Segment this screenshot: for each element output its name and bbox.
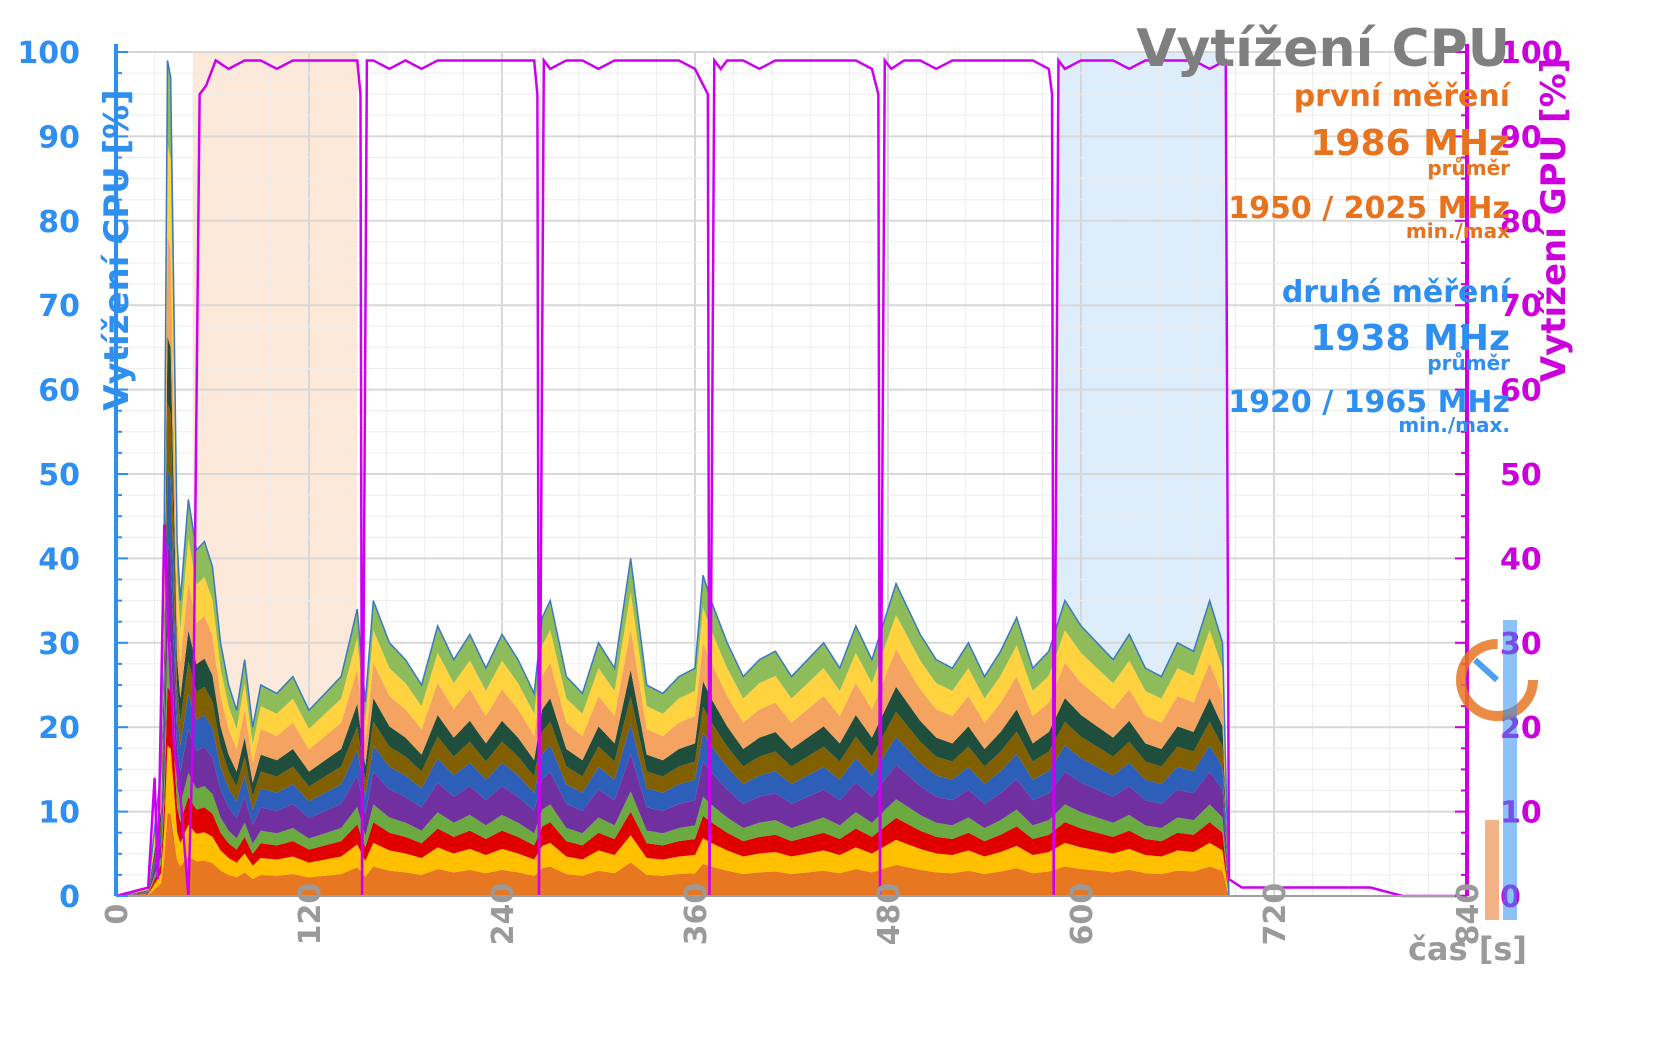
- pctuning-logo: [1456, 620, 1538, 920]
- x-tick-label: 240: [486, 883, 521, 946]
- y-right-tick-label: 70: [1500, 289, 1542, 324]
- y-right-tick-label: 60: [1500, 374, 1542, 409]
- legend-first-minmax-label: min./max: [1406, 219, 1510, 243]
- logo-bar-orange: [1485, 820, 1499, 920]
- cpu-thread-area-1: [116, 812, 1467, 896]
- cpu-thread-area-10: [116, 143, 1467, 897]
- legend-second-minmax: 1920 / 1965 MHz: [1228, 385, 1510, 420]
- x-axis-title: čas [s]: [1408, 930, 1527, 968]
- legend-first-avg-label: průměr: [1427, 156, 1510, 180]
- cpu-thread-area-5: [116, 545, 1467, 896]
- gpu-load-line: [115, 56, 1467, 898]
- logo-bar-blue: [1503, 620, 1517, 920]
- y-left-tick-label: 40: [38, 542, 80, 577]
- y-left-tick-label: 70: [38, 289, 80, 324]
- y-left-tick-label: 0: [59, 880, 80, 915]
- y-axis-right-title: Vytížení GPU [%]: [1534, 58, 1574, 382]
- logo-gauge-icon: [1456, 639, 1538, 721]
- y-left-tick-label: 90: [38, 120, 80, 155]
- x-tick-label: 840: [1451, 883, 1486, 946]
- legend-first-avg: 1986 MHz: [1310, 123, 1510, 164]
- legend-first-label: první měření: [1294, 79, 1512, 114]
- y-left-tick-label: 50: [38, 458, 80, 493]
- y-right-tick-label: 40: [1500, 542, 1542, 577]
- legend-second-minmax-label: min./max.: [1398, 413, 1510, 437]
- gpu-line-group: [115, 56, 1467, 898]
- y-right-tick-label: 50: [1500, 458, 1542, 493]
- cpu-thread-area-7: [116, 403, 1467, 896]
- cpu-thread-area-2: [116, 745, 1467, 896]
- legend-second-avg: 1938 MHz: [1310, 318, 1510, 359]
- x-tick-label: 720: [1258, 883, 1293, 946]
- cpu-thread-area-3: [116, 687, 1467, 896]
- legend-second-measurement: druhé měření 1938 MHz průměr 1920 / 1965…: [1228, 275, 1511, 437]
- x-tick-label: 0: [100, 904, 135, 925]
- x-tick-label: 120: [293, 883, 328, 946]
- y-right-tick-label: 90: [1500, 120, 1542, 155]
- cpu-thread-area-8: [116, 336, 1467, 896]
- y-left-tick-label: 60: [38, 374, 80, 409]
- logo-needle-icon: [1472, 657, 1500, 683]
- legend-second-avg-label: průměr: [1427, 351, 1510, 375]
- x-tick-label: 600: [1065, 883, 1100, 946]
- cpu-thread-area-4: [116, 636, 1467, 896]
- y-right-tick-label: 100: [1500, 36, 1563, 71]
- cpu-total-outline: [115, 60, 1467, 897]
- y-left-tick-label: 30: [38, 627, 80, 662]
- cpu-stacked-areas: [115, 60, 1467, 897]
- legend-first-measurement: první měření 1986 MHz průměr 1950 / 2025…: [1228, 79, 1511, 243]
- x-tick-label: 360: [679, 883, 714, 946]
- cpu-thread-area-9: [116, 235, 1467, 896]
- y-left-tick-label: 10: [38, 796, 80, 831]
- y-axis-left-title: Vytížení CPU [%]: [97, 89, 137, 410]
- cpu-thread-area-6: [116, 469, 1467, 896]
- y-left-tick-label: 80: [38, 205, 80, 240]
- axes: [114, 44, 1469, 897]
- legend-first-minmax: 1950 / 2025 MHz: [1228, 191, 1510, 226]
- x-tick-label: 480: [872, 883, 907, 946]
- y-left-tick-label: 20: [38, 711, 80, 746]
- legend-second-label: druhé měření: [1282, 275, 1512, 310]
- chart-title: Vytížení CPU: [1136, 19, 1510, 79]
- y-right-tick-label: 80: [1500, 205, 1542, 240]
- y-left-tick-label: 100: [17, 36, 80, 71]
